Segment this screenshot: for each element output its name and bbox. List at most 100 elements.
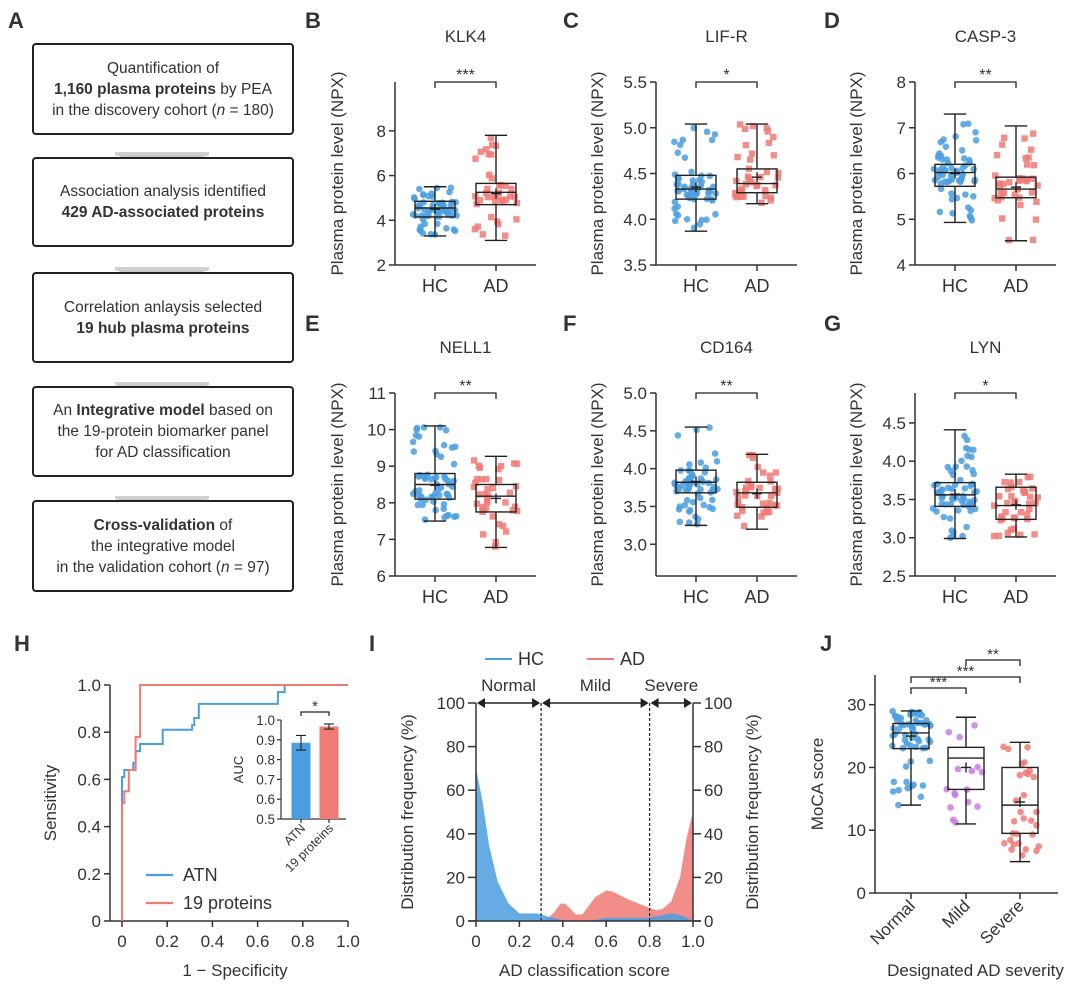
data-point bbox=[1024, 473, 1032, 481]
data-point bbox=[487, 134, 495, 142]
significance-bracket bbox=[954, 81, 1017, 88]
data-point bbox=[771, 501, 779, 509]
y-tick-label: 30 bbox=[847, 696, 866, 715]
data-point bbox=[674, 149, 682, 157]
data-point bbox=[1031, 531, 1038, 538]
flow-text-segment: Quantification of bbox=[106, 59, 219, 77]
significance-label: ** bbox=[987, 646, 999, 663]
x-tick-label: HC bbox=[683, 276, 709, 296]
inset-bar-atn bbox=[291, 742, 311, 819]
panel-label-b: B bbox=[305, 8, 321, 33]
significance-label: *** bbox=[456, 67, 475, 84]
y-tick-label-right: 60 bbox=[704, 781, 723, 800]
data-point bbox=[753, 182, 760, 190]
box-iqr bbox=[736, 481, 778, 508]
data-point bbox=[689, 498, 697, 506]
inset-significance-label: * bbox=[312, 698, 318, 715]
data-point bbox=[961, 485, 969, 492]
flow-text-line: Quantification of bbox=[34, 58, 292, 79]
flow-text-segment: Integrative model bbox=[76, 402, 205, 419]
data-point bbox=[708, 136, 716, 144]
data-point bbox=[948, 164, 955, 172]
data-point bbox=[488, 175, 496, 182]
data-point bbox=[945, 728, 953, 736]
data-point bbox=[733, 177, 740, 185]
data-point bbox=[511, 193, 518, 200]
data-point bbox=[689, 471, 696, 479]
box-iqr bbox=[414, 200, 456, 218]
y-tick-label: 4.0 bbox=[623, 210, 647, 229]
data-point bbox=[427, 476, 435, 483]
data-point bbox=[705, 186, 713, 194]
data-point bbox=[954, 507, 962, 514]
data-point bbox=[488, 141, 496, 149]
data-point bbox=[990, 532, 998, 540]
flow-step-correlation: Correlation anlaysis selected 19 hub plas… bbox=[32, 272, 294, 363]
data-point bbox=[430, 493, 437, 500]
data-point bbox=[954, 765, 962, 773]
data-point bbox=[1017, 808, 1024, 816]
data-point bbox=[1015, 840, 1022, 847]
y-tick-label: 4.5 bbox=[623, 422, 647, 441]
box-iqr bbox=[995, 176, 1037, 199]
data-point bbox=[693, 520, 701, 528]
region-label-normal: Normal bbox=[481, 676, 536, 695]
data-point bbox=[758, 513, 765, 520]
inset-y-tick-label: 0.6 bbox=[256, 792, 275, 807]
data-point bbox=[1001, 478, 1008, 486]
x-tick-label: Normal bbox=[867, 896, 919, 948]
data-point bbox=[767, 478, 774, 485]
y-tick-label: 4.5 bbox=[882, 414, 906, 433]
data-point bbox=[508, 185, 515, 193]
data-point bbox=[1033, 198, 1040, 206]
chart-panel-b: 2 4 6 8 KLK4 Plasma protein level (NPX) HC AD **… bbox=[328, 27, 536, 296]
data-point bbox=[448, 212, 456, 220]
y-tick-label-left: 60 bbox=[446, 781, 465, 800]
data-point bbox=[766, 472, 774, 479]
data-point bbox=[991, 502, 998, 509]
data-point bbox=[1004, 485, 1012, 493]
data-point bbox=[772, 469, 779, 476]
data-point bbox=[965, 446, 973, 453]
data-point bbox=[972, 137, 980, 144]
data-point bbox=[675, 505, 683, 513]
x-tick-label: 0.4 bbox=[201, 932, 225, 951]
data-point bbox=[974, 763, 981, 771]
flow-text-segment: = 97) bbox=[229, 558, 270, 576]
area-hc bbox=[476, 768, 693, 921]
data-point bbox=[472, 155, 479, 162]
data-point bbox=[683, 496, 691, 504]
data-point bbox=[1033, 808, 1040, 816]
y-tick-label-left: 0 bbox=[456, 912, 465, 931]
data-point bbox=[1034, 494, 1041, 501]
x-tick-label: HC bbox=[942, 276, 968, 296]
data-point bbox=[1029, 130, 1037, 137]
data-point bbox=[970, 165, 977, 173]
data-point bbox=[735, 498, 742, 506]
data-point bbox=[926, 757, 934, 765]
data-point bbox=[419, 501, 426, 509]
data-point bbox=[432, 473, 440, 481]
data-point bbox=[1021, 135, 1028, 142]
flow-text-segment: the integrative model bbox=[91, 537, 235, 555]
data-point bbox=[749, 122, 756, 130]
x-tick-label: HC bbox=[942, 587, 968, 607]
x-axis-label: AD classification score bbox=[499, 961, 670, 980]
x-tick-label: 0 bbox=[471, 932, 480, 951]
data-point bbox=[685, 486, 692, 493]
flow-text-segment: 429 AD-associated proteins bbox=[61, 204, 265, 221]
y-tick-label: 3.0 bbox=[882, 529, 906, 548]
data-point bbox=[760, 509, 767, 516]
data-point bbox=[918, 711, 926, 719]
data-point bbox=[930, 165, 938, 173]
data-point bbox=[686, 506, 694, 514]
x-tick-label: Severe bbox=[976, 896, 1028, 948]
data-point bbox=[956, 476, 964, 484]
x-axis-label: Designated AD severity bbox=[887, 961, 1064, 980]
significance-bracket bbox=[954, 392, 1017, 399]
chart-panel-f: 3.0 3.5 4.0 4.5 5.0 CD164 Plasma protein level… bbox=[588, 338, 797, 607]
data-point bbox=[1006, 179, 1013, 186]
data-point bbox=[737, 187, 744, 195]
data-point bbox=[506, 489, 514, 496]
